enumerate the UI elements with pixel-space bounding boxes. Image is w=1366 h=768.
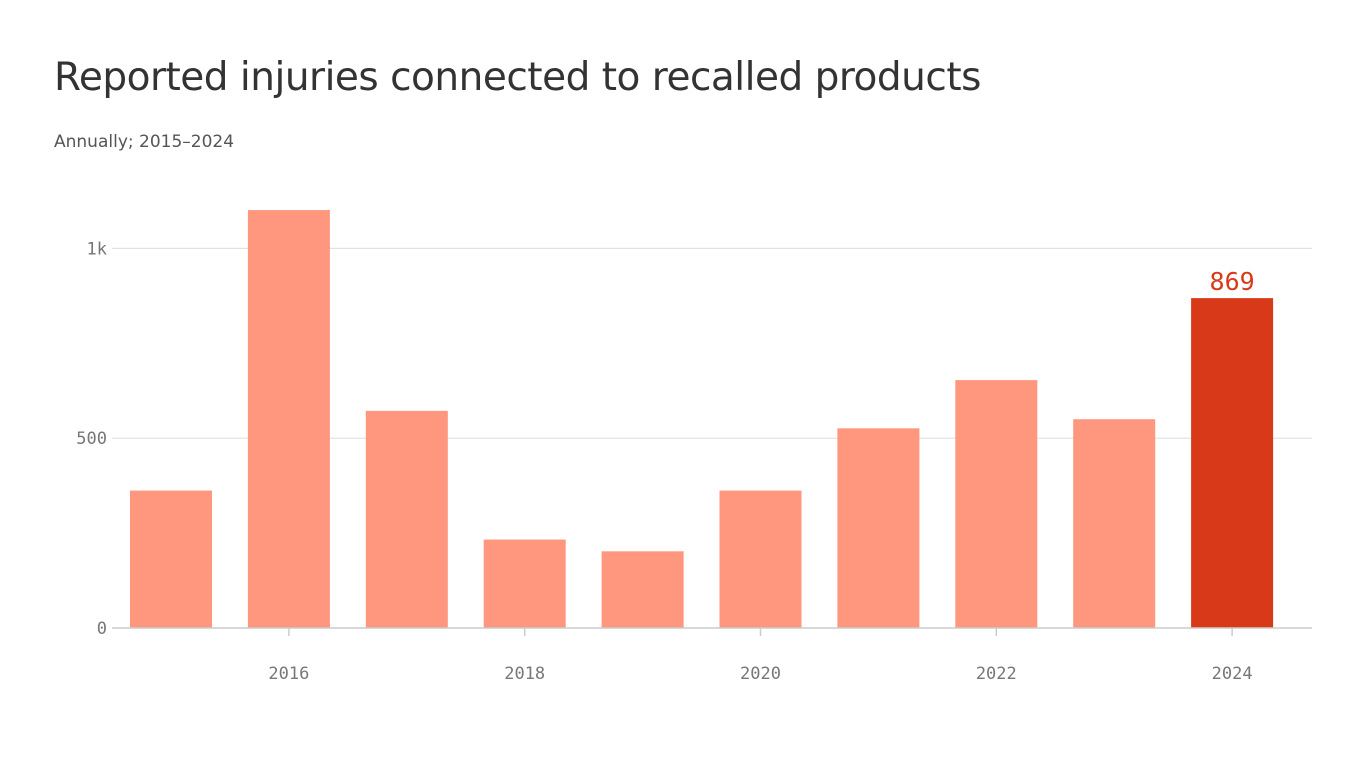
bar-2019	[601, 551, 684, 628]
bar-2015	[130, 490, 212, 628]
labels: 0 500 1k 869 2016 2018 2020 2022 2024	[76, 239, 1254, 684]
bar-2018	[483, 539, 566, 628]
bar-2023	[1073, 419, 1156, 628]
y-tick-label: 1k	[87, 239, 107, 259]
data-label-2024: 869	[1210, 267, 1255, 296]
x-tick-label: 2024	[1212, 664, 1253, 684]
x-tick-label: 2016	[268, 664, 309, 684]
x-tick-label: 2018	[504, 664, 545, 684]
bar-2017	[365, 410, 448, 628]
x-tick-label: 2022	[976, 664, 1017, 684]
bar-2024	[1191, 298, 1274, 628]
y-tick-label: 0	[97, 619, 107, 639]
bars	[130, 210, 1274, 628]
chart-subtitle: Annually; 2015–2024	[54, 132, 235, 152]
x-axis	[112, 627, 1312, 636]
bar-2021	[837, 428, 920, 628]
bar-2020	[719, 490, 802, 628]
bar-2022	[955, 380, 1038, 628]
x-tick-label: 2020	[740, 664, 781, 684]
chart-title: Reported injuries connected to recalled …	[54, 55, 981, 100]
bar-2016	[247, 210, 330, 628]
y-tick-label: 500	[76, 429, 107, 449]
